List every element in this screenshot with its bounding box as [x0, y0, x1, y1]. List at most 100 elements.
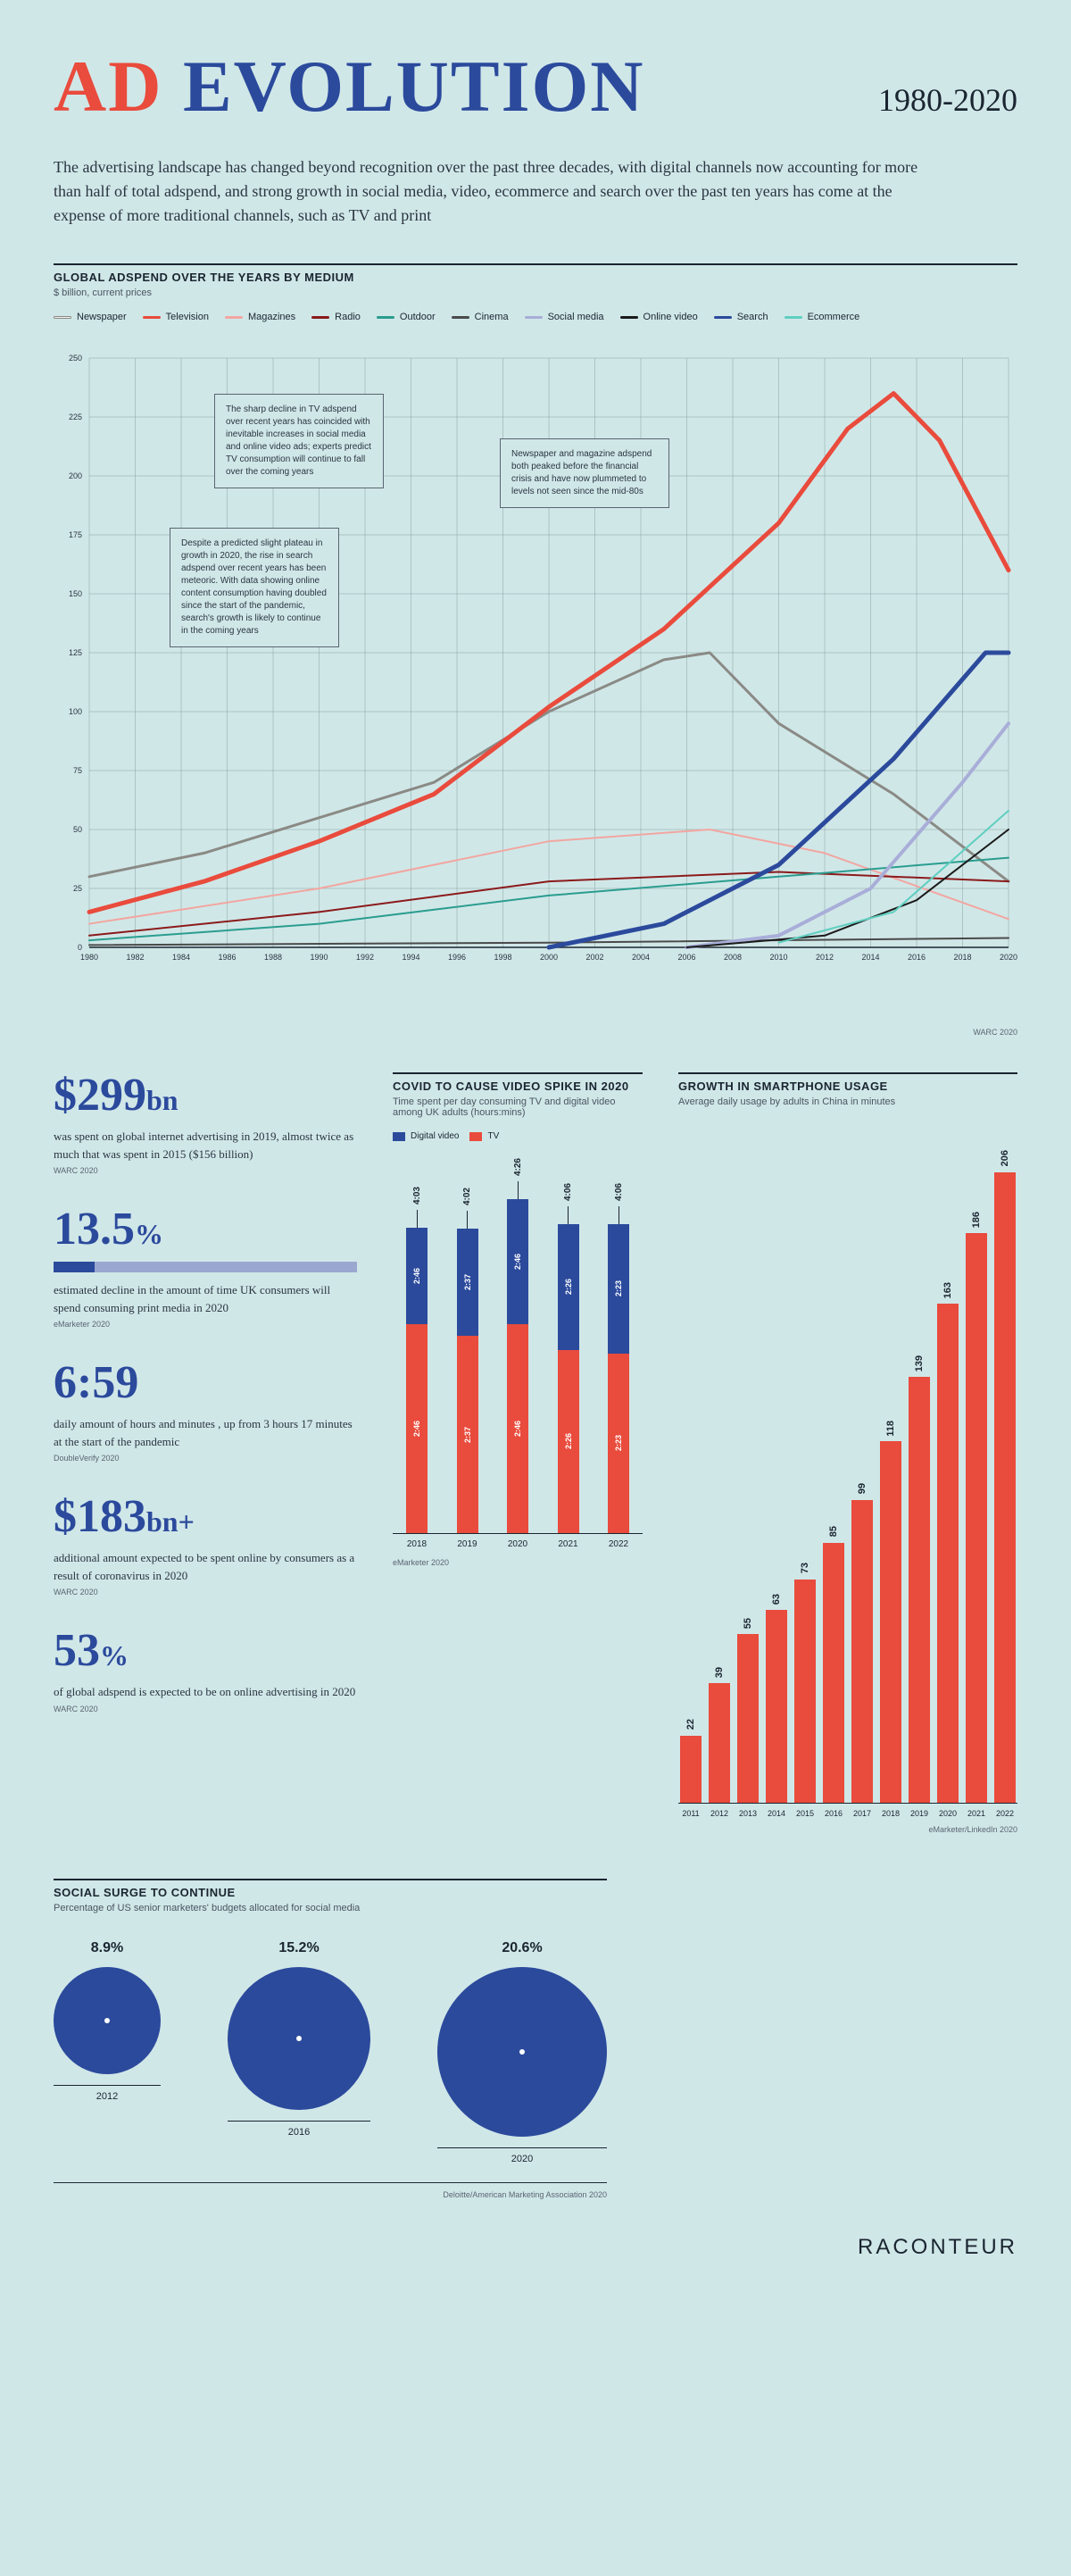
legend-item: Cinema [452, 312, 509, 322]
legend-item: Online video [620, 312, 698, 322]
svg-text:50: 50 [73, 825, 82, 834]
legend-item: Television [143, 312, 209, 322]
legend-item: Radio [311, 312, 361, 322]
smartphone-bar: 186 [964, 1212, 989, 1803]
stat-block: $299bnwas spent on global internet adver… [54, 1072, 357, 1175]
legend-item: Search [714, 312, 768, 322]
svg-text:175: 175 [69, 530, 82, 539]
svg-text:2010: 2010 [769, 953, 787, 962]
social-chart-section: SOCIAL SURGE TO CONTINUE Percentage of U… [54, 1879, 607, 2199]
main-chart-legend: Newspaper Television Magazines Radio Outdoor… [54, 312, 1017, 322]
smartphone-bar: 22 [678, 1719, 703, 1803]
smartphone-bar: 118 [878, 1421, 903, 1803]
main-chart-source: WARC 2020 [54, 1028, 1017, 1037]
legend-item: Newspaper [54, 312, 127, 322]
intro-paragraph: The advertising landscape has changed be… [54, 155, 946, 228]
footer-brand: RACONTEUR [54, 2235, 1017, 2260]
stat-block: 6:59daily amount of hours and minutes , … [54, 1360, 357, 1463]
stat-block: 53%of global adspend is expected to be o… [54, 1628, 357, 1713]
video-bar: 4:26 2:46 2:46 [502, 1158, 533, 1533]
pie-item: 20.6%2020 [437, 1940, 607, 2164]
video-legend: Digital videoTV [393, 1131, 643, 1141]
chart-annotation: Despite a predicted slight plateau in gr… [170, 528, 339, 647]
video-chart-section: COVID TO CAUSE VIDEO SPIKE IN 2020 Time … [393, 1072, 643, 1834]
stats-column: $299bnwas spent on global internet adver… [54, 1072, 357, 1834]
svg-text:2006: 2006 [677, 953, 695, 962]
smartphone-bar: 206 [992, 1150, 1017, 1803]
svg-text:125: 125 [69, 648, 82, 657]
svg-text:1994: 1994 [402, 953, 419, 962]
title-evolution: EVOLUTION [162, 46, 644, 127]
social-subtitle: Percentage of US senior marketers' budge… [54, 1903, 607, 1913]
date-range: 1980-2020 [878, 81, 1017, 119]
smartphone-bar: 63 [764, 1594, 789, 1803]
chart-annotation: Newspaper and magazine adspend both peak… [500, 438, 669, 508]
svg-text:225: 225 [69, 413, 82, 421]
svg-text:2008: 2008 [724, 953, 742, 962]
line-chart-svg: 0255075100125150175200225250198019821984… [54, 340, 1017, 983]
video-bar: 4:06 2:23 2:23 [603, 1183, 634, 1533]
svg-text:2012: 2012 [816, 953, 834, 962]
smartphone-chart-section: GROWTH IN SMARTPHONE USAGE Average daily… [678, 1072, 1017, 1834]
svg-text:1984: 1984 [172, 953, 190, 962]
main-chart-section: GLOBAL ADSPEND OVER THE YEARS BY MEDIUM … [54, 263, 1017, 1037]
social-title: SOCIAL SURGE TO CONTINUE [54, 1879, 607, 1899]
legend-item: Outdoor [377, 312, 436, 322]
video-source: eMarketer 2020 [393, 1558, 643, 1567]
stat-block: $183bn+additional amount expected to be … [54, 1494, 357, 1596]
header: AD EVOLUTION 1980-2020 [54, 45, 1017, 129]
smartphone-subtitle: Average daily usage by adults in China i… [678, 1096, 1017, 1107]
video-bar: 4:06 2:26 2:26 [553, 1183, 584, 1533]
svg-text:1990: 1990 [310, 953, 328, 962]
svg-text:2002: 2002 [585, 953, 603, 962]
svg-text:1986: 1986 [218, 953, 236, 962]
smartphone-bar: 163 [935, 1282, 960, 1803]
smartphone-bar: 39 [707, 1667, 732, 1803]
svg-text:2004: 2004 [632, 953, 650, 962]
main-chart-title: GLOBAL ADSPEND OVER THE YEARS BY MEDIUM [54, 263, 1017, 284]
smartphone-bars: 22395563738599118139163186206 [678, 1125, 1017, 1804]
svg-text:250: 250 [69, 354, 82, 363]
svg-text:1992: 1992 [356, 953, 374, 962]
svg-text:100: 100 [69, 707, 82, 716]
smartphone-bar: 73 [793, 1563, 818, 1803]
smartphone-title: GROWTH IN SMARTPHONE USAGE [678, 1072, 1017, 1093]
svg-text:2016: 2016 [908, 953, 926, 962]
chart-annotation: The sharp decline in TV adspend over rec… [214, 394, 384, 488]
smartphone-bar: 99 [850, 1483, 875, 1803]
svg-text:1996: 1996 [448, 953, 466, 962]
pie-item: 15.2%2016 [228, 1940, 370, 2164]
svg-text:2000: 2000 [540, 953, 558, 962]
main-chart-subtitle: $ billion, current prices [54, 288, 1017, 298]
svg-text:75: 75 [73, 766, 82, 775]
legend-item: Social media [525, 312, 604, 322]
page-title: AD EVOLUTION [54, 45, 645, 129]
legend-item: Ecommerce [785, 312, 860, 322]
title-ad: AD [54, 46, 162, 127]
svg-text:1988: 1988 [264, 953, 282, 962]
video-chart-title: COVID TO CAUSE VIDEO SPIKE IN 2020 [393, 1072, 643, 1093]
video-bar: 4:03 2:46 2:46 [402, 1187, 432, 1533]
svg-text:1980: 1980 [80, 953, 98, 962]
svg-text:2014: 2014 [861, 953, 879, 962]
video-chart-subtitle: Time spent per day consuming TV and digi… [393, 1096, 643, 1118]
svg-text:25: 25 [73, 884, 82, 893]
svg-text:2020: 2020 [1000, 953, 1017, 962]
svg-text:1998: 1998 [494, 953, 511, 962]
smartphone-bar: 139 [907, 1355, 932, 1803]
social-pies: 8.9%2012 15.2%2016 20.6%2020 [54, 1940, 607, 2183]
smartphone-source: eMarketer/LinkedIn 2020 [678, 1825, 1017, 1834]
smartphone-bar: 85 [821, 1526, 846, 1803]
svg-text:0: 0 [78, 943, 82, 952]
stat-block: 13.5%estimated decline in the amount of … [54, 1206, 357, 1329]
legend-item: Magazines [225, 312, 295, 322]
svg-text:2018: 2018 [953, 953, 971, 962]
video-bars: 4:03 2:46 2:46 4:02 2:37 2:37 4:26 2:46 … [393, 1159, 643, 1534]
svg-text:150: 150 [69, 589, 82, 598]
main-chart: 0255075100125150175200225250198019821984… [54, 340, 1017, 983]
pie-item: 8.9%2012 [54, 1940, 161, 2164]
smartphone-bar: 55 [735, 1618, 760, 1803]
social-source: Deloitte/American Marketing Association … [54, 2190, 607, 2199]
svg-text:200: 200 [69, 471, 82, 480]
video-bar: 4:02 2:37 2:37 [452, 1188, 483, 1533]
